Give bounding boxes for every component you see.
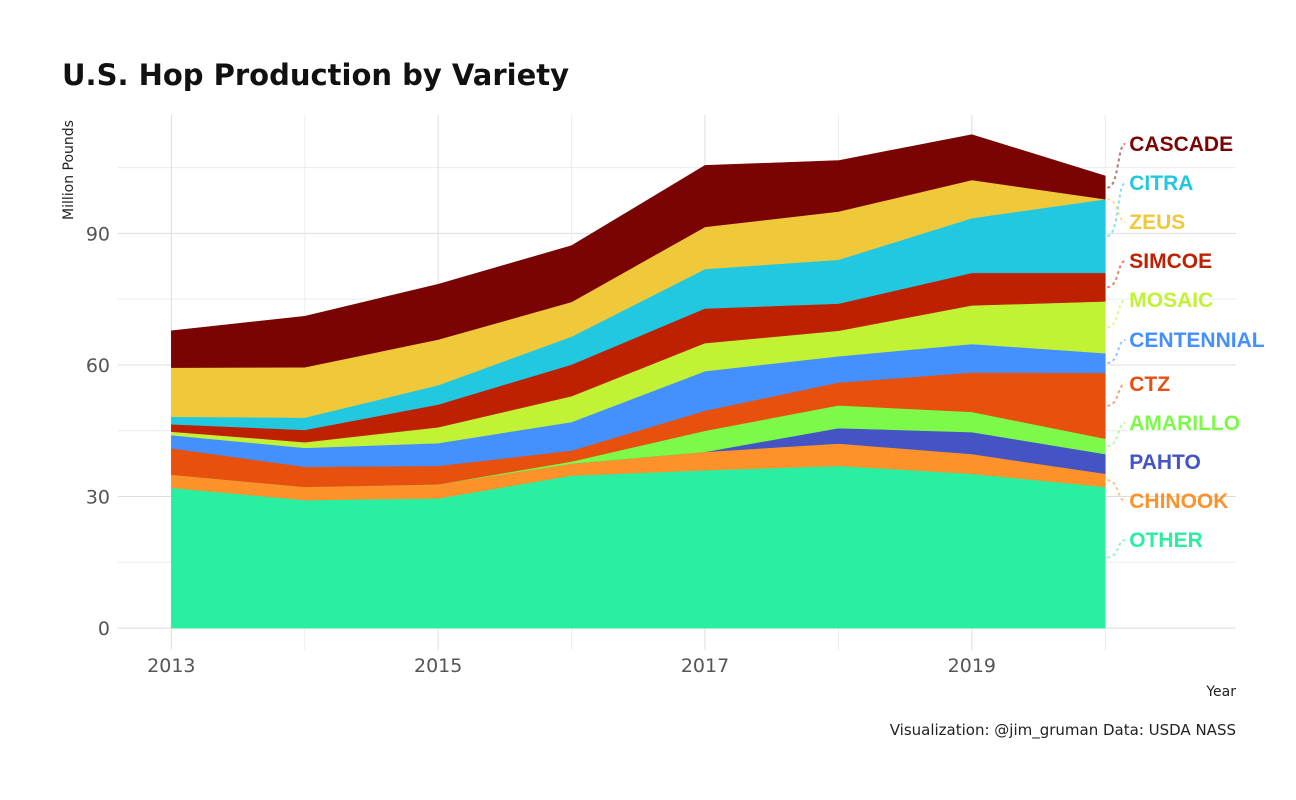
stacked-areas — [171, 134, 1106, 629]
chart-caption: Visualization: @jim_gruman Data: USDA NA… — [890, 721, 1236, 740]
leader-mosaic — [1107, 299, 1126, 329]
label-leaders — [1106, 143, 1127, 559]
series-label-other: OTHER — [1129, 529, 1203, 552]
leader-chinook — [1107, 479, 1126, 502]
leader-citra — [1106, 182, 1127, 237]
series-label-ctz: CTZ — [1129, 373, 1170, 396]
series-labels: CASCADE CITRA ZEUS SIMCOE MOSAIC CENTENNIAL CT… — [1129, 133, 1265, 552]
x-tick-label: 2013 — [147, 655, 195, 677]
series-label-simcoe: SIMCOE — [1129, 250, 1212, 273]
y-tick-label: 0 — [98, 618, 110, 640]
leader-simcoe — [1107, 260, 1126, 289]
series-label-citra: CITRA — [1129, 172, 1193, 195]
series-label-centennial: CENTENNIAL — [1129, 329, 1265, 352]
series-label-chinook: CHINOOK — [1129, 490, 1228, 513]
leader-cascade — [1106, 143, 1126, 189]
x-tick-label: 2019 — [948, 655, 996, 677]
y-tick-label: 90 — [86, 223, 110, 245]
x-tick-label: 2017 — [681, 655, 729, 677]
leader-zeus — [1107, 198, 1126, 223]
series-label-cascade: CASCADE — [1129, 133, 1233, 156]
y-tick-label: 60 — [86, 355, 110, 377]
series-label-pahto: PAHTO — [1129, 451, 1201, 474]
leader-amarillo — [1107, 422, 1126, 448]
x-axis-title: Year — [1205, 684, 1236, 700]
leader-other — [1107, 539, 1126, 559]
chart-title: U.S. Hop Production by Variety — [62, 58, 569, 92]
y-axis-title: Million Pounds — [61, 120, 77, 220]
axis-ticks: 0 30 60 90 2013 2015 2017 2019 — [86, 223, 996, 677]
area-cascade — [171, 134, 1106, 368]
y-tick-label: 30 — [86, 487, 110, 509]
series-label-zeus: ZEUS — [1129, 211, 1185, 234]
leader-centennial — [1107, 339, 1126, 364]
series-label-amarillo: AMARILLO — [1129, 412, 1240, 435]
series-label-mosaic: MOSAIC — [1129, 289, 1213, 312]
leader-ctz — [1107, 383, 1126, 407]
x-tick-label: 2015 — [414, 655, 462, 677]
